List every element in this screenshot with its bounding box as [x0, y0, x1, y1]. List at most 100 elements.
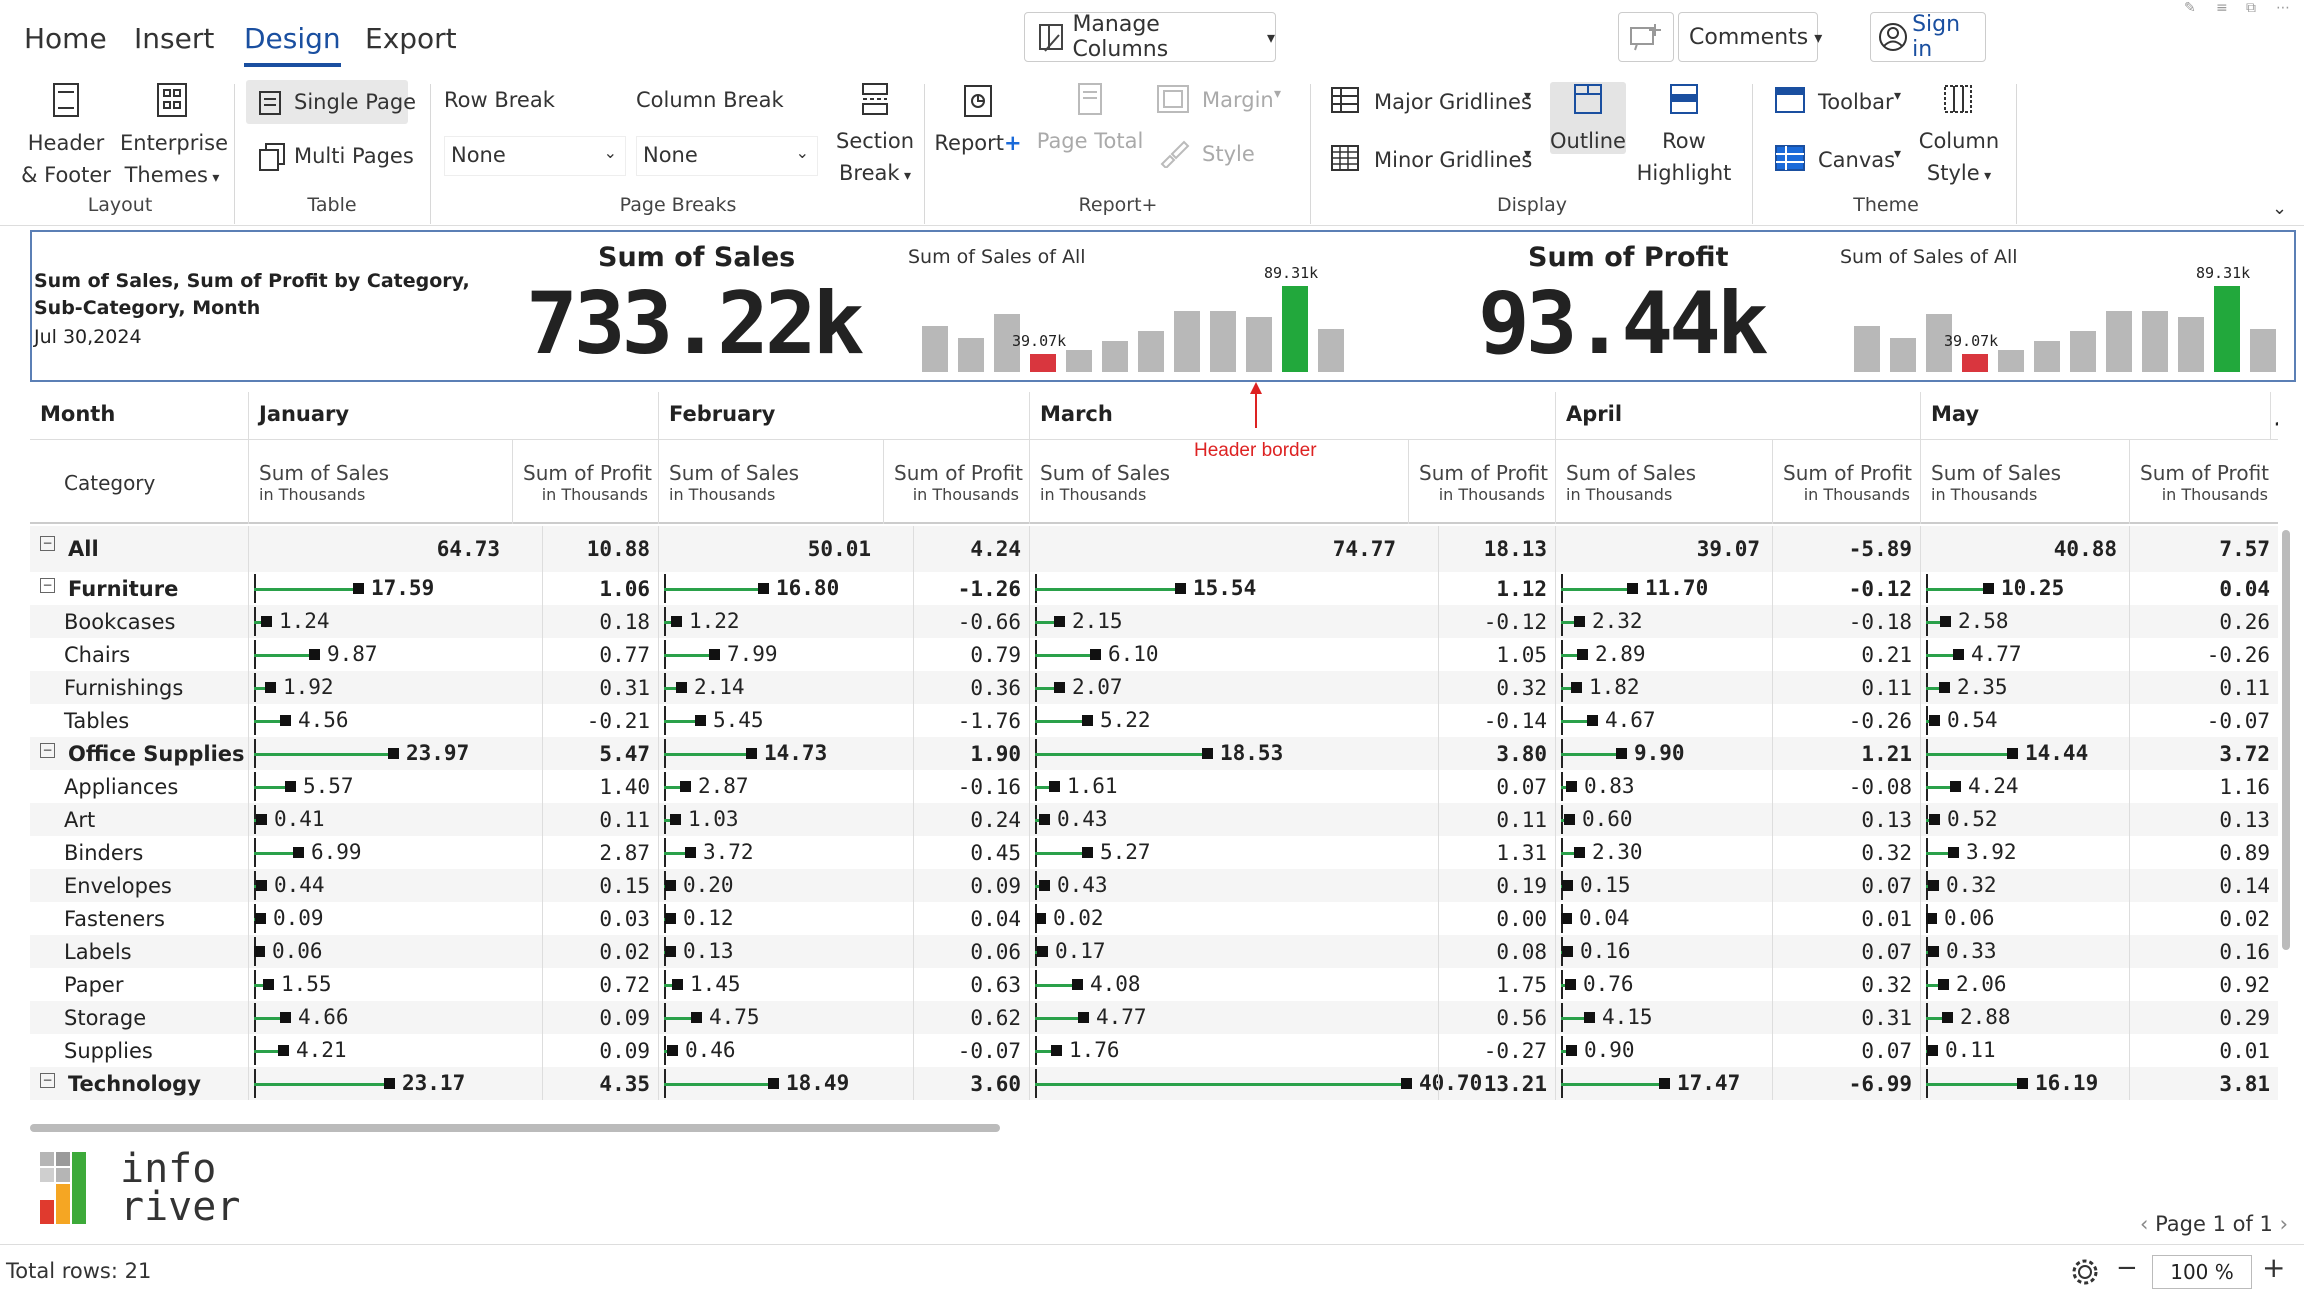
page-total-button[interactable]: Page Total	[1032, 82, 1148, 157]
measure-header-sales[interactable]: Sum of Sales in Thousands	[1555, 440, 1772, 524]
measure-header-profit[interactable]: Sum of Profit in Thousands	[1772, 440, 1920, 524]
tab-design[interactable]: Design	[244, 22, 341, 67]
profit-value: 5.47	[599, 741, 650, 766]
multi-pages-button[interactable]: Multi Pages	[246, 134, 414, 178]
collapse-icon[interactable]: −	[40, 536, 55, 551]
column-break-select[interactable]: None ⌄	[636, 136, 818, 176]
sales-value: 15.54	[1193, 576, 1257, 600]
more-options-icon[interactable]: ⋯	[2276, 0, 2290, 16]
horizontal-scrollbar[interactable]	[30, 1124, 1000, 1132]
lollipop-bar	[254, 687, 265, 690]
comments-dropdown[interactable]: Comments ▾	[1678, 12, 1822, 62]
zoom-level-field[interactable]: 100 %	[2152, 1255, 2252, 1289]
table-row[interactable]: All − 64.73 10.88 50.01 4.24 74.77 18.13 39.07 -5…	[30, 526, 2278, 572]
major-gridlines-dropdown[interactable]: Major Gridlines ▾	[1328, 80, 1544, 120]
table-row[interactable]: Storage 4.66 0.09 4.75 0.62 4.77 0.56 4.15 0.31 2…	[30, 1001, 2278, 1034]
tab-export[interactable]: Export	[365, 22, 457, 55]
table-row[interactable]: Labels 0.06 0.02 0.13 0.06 0.17 0.08 0.16 0.07 0.…	[30, 935, 2278, 968]
pin-icon[interactable]: ✎	[2184, 0, 2196, 16]
month-header-may[interactable]: May	[1920, 392, 2278, 440]
style-button[interactable]: Style	[1156, 134, 1276, 174]
ribbon-divider	[234, 84, 235, 224]
minor-gridlines-dropdown[interactable]: Minor Gridlines ▾	[1328, 138, 1544, 178]
sales-value: 1.03	[688, 807, 739, 831]
section-break-button[interactable]: Section Break ▾	[828, 82, 922, 192]
table-row[interactable]: Technology − 23.17 4.35 18.49 3.60 40.70 13.21 1…	[30, 1067, 2278, 1100]
enterprise-themes-button[interactable]: Enterprise Themes ▾	[120, 82, 228, 194]
chevron-down-icon: ▾	[1524, 146, 1532, 162]
chevron-down-icon: ▾	[1274, 86, 1282, 102]
collapse-icon[interactable]: −	[40, 578, 55, 593]
lollipop-dot	[1082, 847, 1093, 858]
column-gridline	[1920, 526, 1921, 1100]
header-footer-button[interactable]: Header & Footer	[20, 82, 112, 191]
zoom-out-icon[interactable]: −	[2116, 1253, 2138, 1283]
report-plus-button[interactable]: Report+	[932, 82, 1024, 159]
measure-header-profit[interactable]: Sum of Profit in Thousands	[2129, 440, 2278, 524]
table-row[interactable]: Furniture − 17.59 1.06 16.80 -1.26 15.54 1.12 11…	[30, 572, 2278, 605]
measure-header-profit[interactable]: Sum of Profit in Thousands	[1408, 440, 1555, 524]
report-header[interactable]: Sum of Sales, Sum of Profit by Category,…	[30, 230, 2296, 382]
profit-value: 0.14	[2219, 873, 2270, 898]
measure-header-sales[interactable]: Sum of Sales in Thousands	[248, 440, 512, 524]
manage-columns-button[interactable]: Manage Columns ▾	[1024, 12, 1276, 62]
next-page-icon[interactable]: ›	[2279, 1212, 2288, 1236]
profit-value: -0.26	[2206, 642, 2270, 667]
prev-page-icon[interactable]: ‹	[2140, 1212, 2156, 1236]
canvas-dropdown[interactable]: Canvas ▾	[1772, 138, 1912, 178]
vertical-scrollbar[interactable]	[2282, 530, 2290, 950]
table-row[interactable]: Envelopes 0.44 0.15 0.20 0.09 0.43 0.19 0.15 0.0…	[30, 869, 2278, 902]
measure-header-sales[interactable]: Sum of Sales in Thousands	[658, 440, 883, 524]
zoom-in-icon[interactable]: +	[2262, 1251, 2286, 1284]
measure-header-sales[interactable]: Sum of Sales in Thousands	[1920, 440, 2129, 524]
tab-home[interactable]: Home	[24, 22, 107, 55]
data-table[interactable]: Month January February March April May J…	[30, 392, 2278, 1126]
table-row[interactable]: Tables 4.56 -0.21 5.45 -1.76 5.22 -0.14 4.67 -0.…	[30, 704, 2278, 737]
margin-button[interactable]: Margin ▾	[1156, 80, 1296, 120]
lollipop-bar	[1035, 951, 1037, 954]
collapse-ribbon-icon[interactable]: ⌄	[2272, 198, 2288, 219]
measure-unit: in Thousands	[669, 485, 776, 504]
table-row[interactable]: Supplies 4.21 0.09 0.46 -0.07 1.76 -0.27 0.90 0.…	[30, 1034, 2278, 1067]
measure-header-profit[interactable]: Sum of Profit in Thousands	[883, 440, 1029, 524]
spark-bar	[1282, 286, 1308, 372]
table-row[interactable]: Fasteners 0.09 0.03 0.12 0.04 0.02 0.00 0.04 0.0…	[30, 902, 2278, 935]
settings-gear-icon[interactable]	[2070, 1257, 2100, 1287]
lollipop-bar	[254, 1050, 278, 1053]
single-page-button[interactable]: Single Page	[246, 80, 416, 124]
sales-value: 1.24	[279, 609, 330, 633]
month-header-april[interactable]: April	[1555, 392, 1920, 440]
toolbar-dropdown[interactable]: Toolbar ▾	[1772, 80, 1912, 120]
measure-header-sales[interactable]: Sum of Sales in Thousands	[1029, 440, 1408, 524]
table-row[interactable]: Bookcases 1.24 0.18 1.22 -0.66 2.15 -0.12 2.32 -…	[30, 605, 2278, 638]
column-style-button[interactable]: Column Style ▾	[1914, 82, 2004, 192]
table-row[interactable]: Appliances 5.57 1.40 2.87 -0.16 1.61 0.07 0.83 -…	[30, 770, 2278, 803]
tab-insert[interactable]: Insert	[134, 22, 215, 55]
row-highlight-button[interactable]: Row Highlight	[1632, 82, 1736, 189]
measure-name: Sum of Sales	[259, 461, 390, 485]
table-row[interactable]: Furnishings 1.92 0.31 2.14 0.36 2.07 0.32 1.82 0…	[30, 671, 2278, 704]
sales-value: 6.10	[1108, 642, 1159, 666]
table-row[interactable]: Paper 1.55 0.72 1.45 0.63 4.08 1.75 0.76 0.32 2.0…	[30, 968, 2278, 1001]
sign-in-button[interactable]: Sign in	[1870, 12, 1986, 62]
sales-value: 18.49	[786, 1071, 850, 1095]
month-header-june[interactable]: Ju	[2270, 392, 2278, 440]
table-row[interactable]: Art 0.41 0.11 1.03 0.24 0.43 0.11 0.60 0.13 0.52 0…	[30, 803, 2278, 836]
table-row[interactable]: Chairs 9.87 0.77 7.99 0.79 6.10 1.05 2.89 0.21 4.…	[30, 638, 2278, 671]
table-row[interactable]: Binders 6.99 2.87 3.72 0.45 5.27 1.31 2.30 0.32 3…	[30, 836, 2278, 869]
collapse-icon[interactable]: −	[40, 1073, 55, 1088]
add-comment-button[interactable]	[1618, 12, 1674, 62]
month-header-march[interactable]: March	[1029, 392, 1555, 440]
row-break-select[interactable]: None ⌄	[444, 136, 626, 176]
measure-header-profit[interactable]: Sum of Profit in Thousands	[512, 440, 658, 524]
sales-value: 2.89	[1595, 642, 1646, 666]
filter-icon[interactable]: ≡	[2216, 0, 2228, 16]
table-row[interactable]: Office Supplies − 23.97 5.47 14.73 1.90 18.53 3…	[30, 737, 2278, 770]
outline-toggle[interactable]: Outline	[1550, 82, 1626, 154]
focus-mode-icon[interactable]: ⧉	[2246, 0, 2256, 16]
collapse-icon[interactable]: −	[40, 743, 55, 758]
lollipop-dot	[709, 649, 720, 660]
profit-value: 1.21	[1861, 741, 1912, 766]
month-header-january[interactable]: January	[248, 392, 658, 440]
month-header-february[interactable]: February	[658, 392, 1029, 440]
